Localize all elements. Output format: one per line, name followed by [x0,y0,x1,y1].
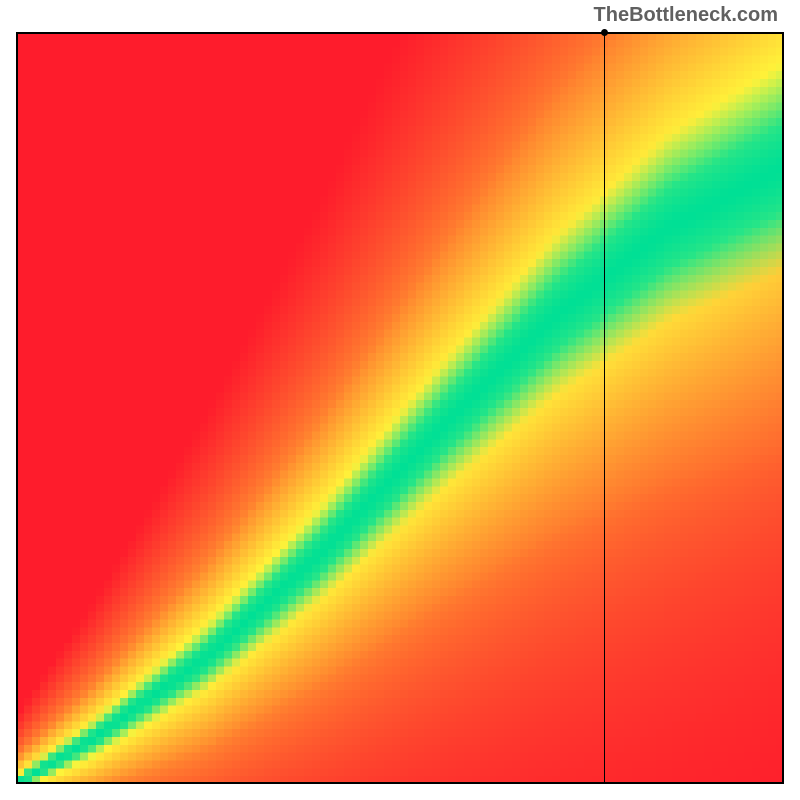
indicator-vertical-line [604,32,605,784]
indicator-dot [601,29,608,36]
bottleneck-heatmap [16,32,784,784]
heatmap-area [16,32,784,784]
watermark-text: TheBottleneck.com [594,4,778,27]
chart-container: TheBottleneck.com [0,0,800,800]
